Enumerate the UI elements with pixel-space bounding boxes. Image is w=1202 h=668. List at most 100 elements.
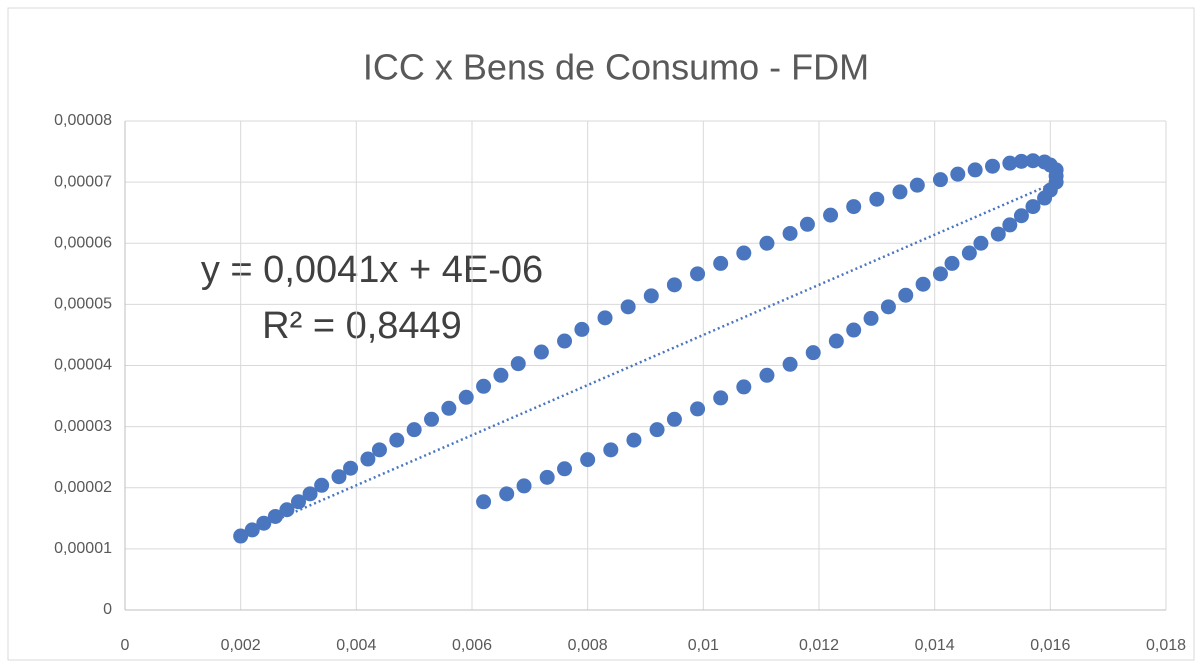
x-tick-label: 0,014 [915, 637, 955, 654]
point [759, 367, 775, 383]
y-tick-label: 0,00006 [54, 234, 112, 251]
point [539, 469, 555, 485]
trendline-r2: R² = 0,8449 [262, 305, 462, 347]
x-tick-label: 0 [121, 637, 130, 654]
point [736, 379, 752, 395]
point [603, 442, 619, 458]
point [233, 528, 249, 544]
point [823, 207, 839, 223]
point [880, 299, 896, 315]
y-tick-label: 0,00007 [54, 173, 112, 190]
point [666, 411, 682, 427]
point [371, 442, 387, 458]
point [869, 191, 885, 207]
point [932, 172, 948, 188]
point [985, 158, 1000, 174]
point [279, 502, 295, 518]
point [244, 522, 260, 538]
x-tick-label: 0,01 [688, 637, 719, 654]
point [580, 452, 596, 468]
point [574, 321, 590, 337]
point [291, 494, 306, 510]
point [736, 245, 752, 261]
x-tick-label: 0,018 [1146, 637, 1186, 654]
point [267, 508, 283, 524]
point [898, 287, 914, 303]
point [1025, 153, 1041, 169]
y-tick-label: 0,00004 [54, 357, 112, 374]
y-tick-label: 0,00005 [54, 296, 112, 313]
point [557, 461, 573, 477]
point [424, 411, 440, 427]
point [441, 400, 457, 416]
point [690, 401, 706, 417]
point [1013, 208, 1029, 224]
point [493, 367, 509, 383]
point [302, 486, 318, 502]
point [805, 345, 821, 361]
point [360, 451, 376, 467]
point [892, 184, 908, 200]
point [406, 422, 422, 438]
point [932, 266, 948, 282]
point [343, 460, 359, 476]
x-tick-label: 0,006 [452, 637, 492, 654]
point [476, 378, 492, 394]
x-tick-label: 0,008 [568, 637, 608, 654]
point [950, 166, 966, 182]
point [458, 389, 474, 405]
point [863, 310, 879, 326]
x-tick-label: 0,002 [221, 637, 261, 654]
point [846, 322, 862, 338]
point [666, 277, 682, 293]
point [557, 333, 573, 349]
point [1013, 153, 1029, 169]
point [690, 266, 706, 282]
point [331, 469, 347, 485]
y-tick-label: 0,00003 [54, 418, 112, 435]
point [782, 225, 798, 241]
point [846, 199, 862, 215]
y-tick-label: 0,00001 [54, 540, 112, 557]
y-tick-label: 0,00002 [54, 479, 112, 496]
point [476, 494, 492, 510]
trendline [240, 180, 1057, 537]
y-tick-label: 0,00008 [54, 112, 112, 129]
point [909, 177, 925, 193]
point [973, 235, 989, 251]
point [626, 432, 642, 448]
point [799, 216, 815, 232]
point [713, 255, 729, 271]
point [597, 310, 613, 326]
chart-frame [7, 7, 1195, 661]
point [967, 162, 983, 178]
point [643, 288, 659, 304]
x-tick-label: 0,004 [336, 637, 376, 654]
point [1002, 217, 1018, 233]
point [314, 477, 330, 493]
x-tick-label: 0,012 [799, 637, 839, 654]
x-tick-label: 0,016 [1030, 637, 1070, 654]
point [1037, 190, 1053, 206]
point [961, 245, 977, 261]
point [649, 422, 665, 438]
point [499, 486, 515, 502]
point [510, 356, 526, 372]
point [759, 235, 775, 251]
point [620, 299, 636, 315]
point [915, 276, 931, 292]
chart-title: ICC x Bens de Consumo - FDM [363, 47, 869, 88]
point [533, 344, 549, 360]
point [828, 333, 844, 349]
trendline-equation: y = 0,0041x + 4E-06 [201, 249, 543, 291]
point [1002, 155, 1018, 171]
point [782, 356, 798, 372]
point [389, 432, 405, 448]
point [944, 255, 960, 271]
point [713, 390, 729, 406]
point [990, 226, 1006, 242]
y-tick-label: 0 [103, 601, 112, 618]
point [1025, 199, 1041, 215]
